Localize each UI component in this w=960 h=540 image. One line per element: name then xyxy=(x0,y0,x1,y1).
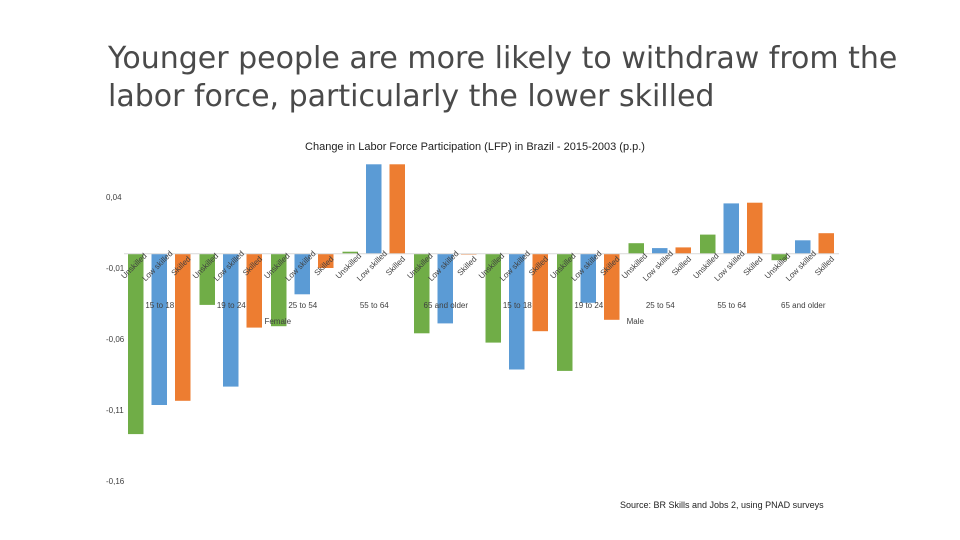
bar-low-skilled xyxy=(652,248,668,254)
y-tick-label: 0,04 xyxy=(106,193,122,202)
bar-unskilled xyxy=(628,243,644,254)
age-group-label: 19 to 24 xyxy=(574,301,603,310)
gender-labels: Female Male xyxy=(264,317,644,326)
bar-skilled xyxy=(246,253,262,328)
age-group-label: 55 to 64 xyxy=(717,301,746,310)
bar-skilled xyxy=(389,164,405,254)
bar-unskilled xyxy=(771,253,787,261)
age-group-label: 25 to 54 xyxy=(646,301,675,310)
gender-label: Female xyxy=(264,317,291,326)
bars xyxy=(128,164,834,435)
bar-low-skilled xyxy=(366,164,382,254)
skill-label: Skilled xyxy=(384,255,407,278)
age-group-label: 19 to 24 xyxy=(217,301,246,310)
y-tick-label: -0,06 xyxy=(106,335,125,344)
age-group-label: 25 to 54 xyxy=(288,301,317,310)
y-tick-label: -0,11 xyxy=(106,406,124,415)
slide-title-line-1: Younger people are more likely to withdr… xyxy=(108,41,898,76)
bar-low-skilled xyxy=(723,203,739,254)
bar-low-skilled xyxy=(151,253,167,405)
bar-unskilled xyxy=(485,253,501,343)
age-group-label: 15 to 18 xyxy=(503,301,532,310)
bar-skilled xyxy=(175,253,191,401)
skill-label: Skilled xyxy=(670,255,693,278)
gender-label: Male xyxy=(627,317,645,326)
bar-low-skilled xyxy=(795,240,811,254)
bar-unskilled xyxy=(128,253,144,435)
bar-unskilled xyxy=(700,234,716,254)
age-group-label: 65 and older xyxy=(424,301,469,310)
y-tick-label: -0,01 xyxy=(106,264,125,273)
age-group-label: 65 and older xyxy=(781,301,826,310)
bar-unskilled xyxy=(557,253,573,371)
bar-skilled xyxy=(532,253,548,332)
bar-low-skilled xyxy=(437,253,453,324)
slide-title: Younger people are more likely to withdr… xyxy=(108,40,928,116)
bar-unskilled xyxy=(342,251,358,254)
skill-label: Skilled xyxy=(456,255,479,278)
bar-skilled xyxy=(675,247,691,254)
slide-title-line-2: labor force, particularly the lower skil… xyxy=(108,79,715,114)
bar-skilled xyxy=(318,253,334,268)
age-group-label: 15 to 18 xyxy=(145,301,174,310)
bar-skilled xyxy=(747,202,763,254)
bar-skilled xyxy=(818,233,834,254)
skill-label: Skilled xyxy=(813,255,836,278)
bar-low-skilled xyxy=(294,253,310,295)
bar-unskilled xyxy=(414,253,430,334)
bar-unskilled xyxy=(199,253,215,305)
y-tick-label: -0,16 xyxy=(106,477,125,486)
skill-label: Skilled xyxy=(742,255,765,278)
bar-low-skilled xyxy=(580,253,596,303)
age-group-labels: 15 to 18 19 to 24 25 to 54 55 to 64 65 and o… xyxy=(145,301,826,310)
bar-skilled xyxy=(604,253,620,320)
source-note: Source: BR Skills and Jobs 2, using PNAD… xyxy=(620,500,824,510)
chart-title: Change in Labor Force Participation (LFP… xyxy=(305,141,645,153)
y-axis-labels: 0,04 -0,01 -0,06 -0,11 -0,16 xyxy=(106,193,125,486)
bar-low-skilled xyxy=(509,253,525,370)
age-group-label: 55 to 64 xyxy=(360,301,389,310)
bar-unskilled xyxy=(271,253,287,327)
bar-low-skilled xyxy=(223,253,239,387)
